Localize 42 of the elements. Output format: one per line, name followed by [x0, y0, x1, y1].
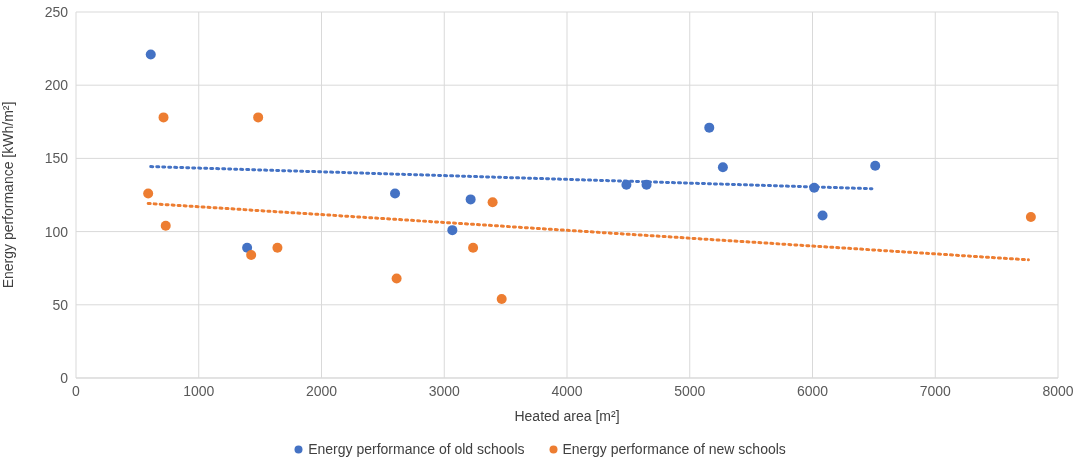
- point: [704, 122, 715, 133]
- point: [621, 179, 632, 190]
- point: [143, 188, 154, 199]
- point: [487, 197, 498, 208]
- point: [641, 179, 652, 190]
- point: [870, 160, 881, 171]
- point: [447, 225, 458, 236]
- point: [1025, 211, 1036, 222]
- y-axis-title: Energy performance [kWh/m²]: [0, 101, 16, 289]
- point: [465, 194, 476, 205]
- y-tick-label: 50: [52, 296, 69, 313]
- y-tick-label: 200: [44, 77, 69, 94]
- y-tick-label: 0: [60, 369, 69, 386]
- x-tick-label: 5000: [674, 382, 706, 399]
- point: [809, 182, 820, 193]
- legend-label: Energy performance of new schools: [562, 441, 786, 457]
- x-tick-label: 2000: [305, 382, 338, 399]
- point: [272, 242, 283, 253]
- x-tick-label: 6000: [796, 382, 829, 399]
- point: [145, 49, 156, 60]
- x-tick-label: 7000: [919, 382, 952, 399]
- x-tick-label: 8000: [1042, 382, 1074, 399]
- x-axis-title: Heated area [m²]: [514, 408, 620, 424]
- point: [817, 210, 828, 221]
- point: [160, 220, 171, 231]
- x-tick-label: 1000: [183, 382, 215, 399]
- point: [246, 250, 257, 261]
- y-tick-label: 150: [44, 150, 69, 167]
- point: [390, 188, 401, 199]
- point: [253, 112, 264, 123]
- point: [717, 162, 728, 173]
- point: [158, 112, 169, 123]
- point: [242, 242, 253, 253]
- x-tick-label: 0: [72, 382, 81, 399]
- point: [391, 273, 402, 284]
- x-tick-label: 4000: [551, 382, 583, 399]
- point: [468, 242, 479, 253]
- y-tick-label: 100: [44, 223, 69, 240]
- legend-label: Energy performance of old schools: [308, 441, 525, 457]
- x-tick-label: 3000: [428, 382, 461, 399]
- y-tick-label: 250: [44, 3, 69, 20]
- point: [496, 293, 507, 304]
